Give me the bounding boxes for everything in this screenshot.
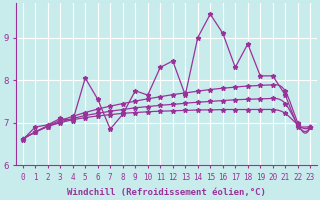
X-axis label: Windchill (Refroidissement éolien,°C): Windchill (Refroidissement éolien,°C) [67,188,266,197]
